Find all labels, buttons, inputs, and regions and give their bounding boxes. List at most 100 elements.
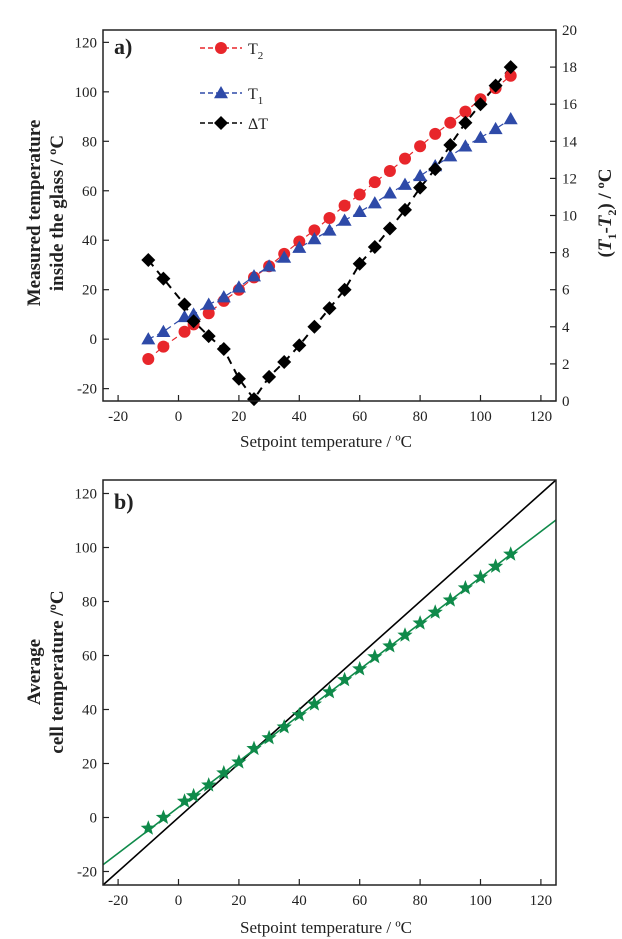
- chart-b-y-label-line2: cell temperature /ºC: [47, 590, 68, 753]
- chart-b-x-axis-label: Setpoint temperature / ºC: [240, 918, 412, 937]
- legend-label-2: T1: [248, 86, 263, 107]
- chart-a-point-series-3: [216, 342, 231, 357]
- chart-a-point-series-2: [443, 149, 458, 162]
- chart-a-x-tick-label: 0: [175, 409, 183, 425]
- chart-a-y-right-tick-label: 14: [562, 134, 578, 150]
- chart-a-point-series-3: [367, 240, 382, 255]
- chart-b-x-ticks: -20 0 20 40 60 80 100 120: [108, 879, 552, 909]
- chart-a-point-series-2: [367, 196, 382, 209]
- chart-b-panel-label: b): [114, 489, 134, 514]
- chart-a-point-series-1: [157, 340, 170, 353]
- chart-a-point-series-2: [156, 324, 171, 337]
- chart-b-y-tick-label: 20: [82, 757, 97, 773]
- chart-b-point: [176, 793, 193, 808]
- chart-a-point-series-3: [186, 314, 201, 329]
- chart-a-point-series-3: [382, 221, 397, 236]
- chart-a-point-series-1: [178, 325, 191, 338]
- chart-b-x-tick-label: 40: [292, 893, 307, 909]
- chart-a-point-series-2: [488, 121, 503, 135]
- chart-a-y-left-tick-label: 80: [82, 134, 97, 150]
- chart-a-point-series-3: [141, 253, 156, 268]
- chart-a-point-series-3: [443, 138, 458, 153]
- chart-a-point-series-3: [488, 78, 503, 93]
- chart-b-point: [291, 706, 307, 722]
- legend-label-1: T2: [248, 41, 263, 62]
- chart-b-point: [216, 764, 232, 780]
- chart-b-x-tick-label: 0: [175, 893, 183, 909]
- chart-b-x-tick-label: 80: [413, 893, 428, 909]
- chart-a-y-right-tick-label: 0: [562, 394, 570, 410]
- chart-a-y-left-tick-label: 0: [90, 332, 98, 348]
- chart-a-y-right-tick-label: 12: [562, 171, 577, 187]
- chart-a-point-series-1: [142, 352, 155, 365]
- chart-a-y-right-tick-label: 16: [562, 97, 578, 113]
- chart-b-y-tick-label: 80: [82, 595, 97, 611]
- chart-b-x-tick-label: -20: [108, 893, 128, 909]
- chart-b-y-tick-label: 100: [75, 541, 98, 557]
- chart-a-x-tick-label: 80: [413, 409, 428, 425]
- chart-a-y-left-tick-label: 40: [82, 233, 97, 249]
- legend-label-3: ΔT: [248, 116, 268, 133]
- chart-a-point-series-3: [337, 282, 352, 297]
- chart-a-point-series-1: [399, 152, 411, 165]
- chart-a-point-series-2: [352, 204, 367, 218]
- chart-b-y-tick-label: 120: [75, 487, 98, 503]
- chart-a-y-right-ticks: 0 2 4 6 8 10 12 14 16 18 20: [550, 23, 578, 410]
- chart-a-y-left-ticks: -20 0 20 40 60 80 100 120: [75, 35, 109, 398]
- chart-a-point-series-2: [262, 259, 277, 272]
- chart-a-point-series-2: [277, 250, 292, 263]
- chart-a-x-ticks: -20 0 20 40 60 80 100 120: [108, 395, 552, 425]
- chart-a: -20 0 20 40 60 80 100 120 -20 0 20 40 60 80 100 120 0 2…: [24, 23, 619, 451]
- chart-b-point: [246, 740, 262, 756]
- chart-b-point: [231, 754, 247, 769]
- chart-a-point-series-3: [247, 392, 261, 407]
- chart-a-x-tick-label: 120: [530, 409, 553, 425]
- chart-b: -20 0 20 40 60 80 100 120 -20 0 20 40 60 80 100 120 b)…: [24, 479, 557, 937]
- chart-b-point: [427, 604, 443, 619]
- chart-b-x-tick-label: 60: [352, 893, 367, 909]
- chart-a-y-right-tick-label: 2: [562, 357, 570, 373]
- chart-b-x-tick-label: 120: [530, 893, 553, 909]
- chart-a-x-tick-label: 40: [292, 409, 307, 425]
- chart-b-point: [321, 683, 338, 699]
- chart-a-y-right-tick-label: 18: [562, 60, 577, 76]
- chart-a-y-left-tick-label: 60: [82, 184, 97, 200]
- chart-a-point-series-1: [459, 105, 472, 118]
- chart-b-x-tick-label: 100: [469, 893, 492, 909]
- chart-b-point: [336, 671, 353, 687]
- chart-a-point-series-2: [307, 231, 322, 245]
- chart-b-x-tick-label: 20: [231, 893, 246, 909]
- chart-a-point-series-1: [414, 140, 427, 153]
- chart-a-y-left-tick-label: 100: [75, 85, 98, 101]
- chart-a-x-tick-label: 60: [352, 409, 367, 425]
- chart-a-point-series-3: [503, 60, 518, 75]
- chart-a-point-series-2: [322, 223, 337, 236]
- chart-a-point-series-1: [383, 164, 396, 177]
- chart-b-point: [185, 787, 202, 803]
- chart-b-y-tick-label: 0: [90, 811, 98, 827]
- chart-a-point-series-3: [428, 162, 443, 177]
- chart-a-point-series-3: [177, 297, 192, 312]
- chart-a-point-series-1: [353, 188, 366, 201]
- chart-b-point: [367, 648, 383, 664]
- chart-b-point: [155, 809, 172, 824]
- chart-a-y-left-tick-label: -20: [77, 382, 97, 398]
- chart-a-point-series-2: [247, 269, 261, 282]
- chart-b-point: [382, 638, 398, 653]
- chart-a-point-series-3: [458, 115, 473, 130]
- chart-a-y-left-label-line1: Measured temperature: [24, 120, 45, 307]
- chart-a-point-series-3: [231, 371, 246, 386]
- chart-b-y-tick-label: 60: [82, 649, 97, 665]
- chart-a-point-series-2: [201, 297, 216, 310]
- chart-b-point: [276, 719, 292, 734]
- chart-b-point: [261, 729, 277, 745]
- chart-b-point: [352, 661, 368, 676]
- chart-b-y-tick-label: 40: [82, 703, 97, 719]
- chart-a-point-series-2: [141, 332, 156, 345]
- legend-marker-3: [214, 116, 228, 130]
- chart-a-y-right-tick-label: 8: [562, 246, 570, 262]
- chart-b-point: [201, 777, 217, 792]
- chart-a-y-left-label-line2: inside the glass / ºC: [47, 135, 68, 291]
- chart-a-point-series-2: [337, 213, 352, 226]
- chart-a-y-right-label: (T1-T2) / ºC: [595, 169, 619, 258]
